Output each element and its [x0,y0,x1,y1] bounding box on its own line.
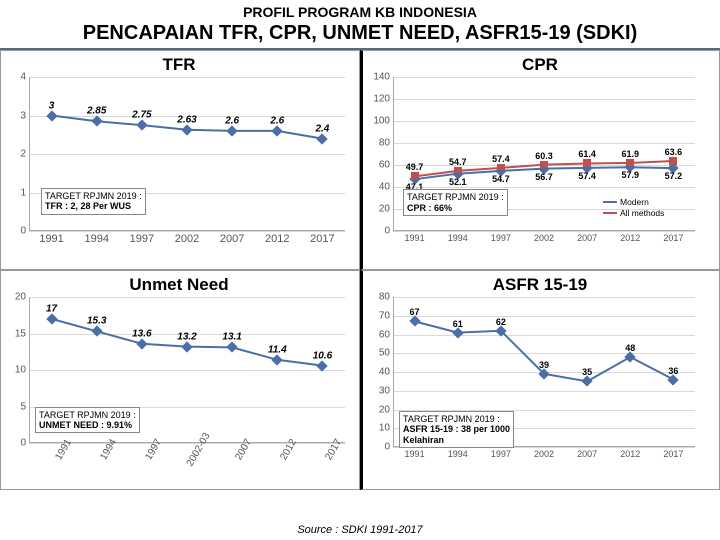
legend: ModernAll methods [603,197,664,218]
y-tick: 10 [7,365,29,376]
y-tick: 70 [371,310,393,321]
x-tick: 2002 [534,231,554,243]
y-tick: 120 [371,94,393,105]
chart-title: TFR [3,55,355,75]
x-tick: 1991 [405,447,425,459]
x-tick: 1991 [405,231,425,243]
x-tick: 1994 [84,231,108,245]
header-line1: PROFIL PROGRAM KB INDONESIA [0,0,720,22]
chart-cpr: CPR0204060801001201401991199419972002200… [360,50,720,270]
x-tick: 2017 [663,231,683,243]
x-tick: 1994 [448,447,468,459]
series-line [415,167,674,179]
y-tick: 50 [371,348,393,359]
y-tick: 80 [371,292,393,303]
y-tick: 4 [7,72,29,83]
chart-title: Unmet Need [3,275,355,295]
x-tick: 2007 [220,231,244,245]
legend-swatch [603,212,617,214]
x-tick: 2002 [175,231,199,245]
x-tick: 1994 [448,231,468,243]
plot-area: 0102030405060708019911994199720022007201… [393,297,695,447]
plot-area: 01234199119941997200220072012201732.852.… [29,77,345,231]
y-tick: 0 [371,442,393,453]
y-tick: 60 [371,329,393,340]
y-tick: 10 [371,423,393,434]
plot-area: 051015201991199419972002-032007201220171… [29,297,345,443]
target-box: TARGET RPJMN 2019 :CPR : 66% [403,189,508,216]
x-tick: 1997 [491,231,511,243]
y-tick: 15 [7,328,29,339]
x-tick: 2007 [577,447,597,459]
x-tick: 2012 [620,231,640,243]
header-line2: PENCAPAIAN TFR, CPR, UNMET NEED, ASFR15-… [0,22,720,50]
x-tick: 2002 [534,447,554,459]
header: PROFIL PROGRAM KB INDONESIA PENCAPAIAN T… [0,0,720,50]
y-tick: 3 [7,110,29,121]
y-tick: 40 [371,367,393,378]
x-tick: 2012 [265,231,289,245]
x-tick: 2017 [310,231,334,245]
plot-area: 0204060801001201401991199419972002200720… [393,77,695,231]
y-tick: 20 [7,292,29,303]
target-box: TARGET RPJMN 2019 :UNMET NEED : 9.91% [35,407,140,434]
x-tick: 2012 [620,447,640,459]
legend-swatch [603,201,617,203]
x-tick: 2017 [663,447,683,459]
y-tick: 1 [7,187,29,198]
chart-title: CPR [365,55,715,75]
y-tick: 5 [7,401,29,412]
chart-asfr: ASFR 15-19010203040506070801991199419972… [360,270,720,490]
legend-label: Modern [620,197,649,208]
y-tick: 60 [371,160,393,171]
target-box: TARGET RPJMN 2019 :ASFR 15-19 : 38 per 1… [399,411,514,448]
legend-label: All methods [620,208,664,219]
y-tick: 0 [7,438,29,449]
chart-title: ASFR 15-19 [365,275,715,295]
footer-source: Source : SDKI 1991-2017 [0,524,720,536]
target-box: TARGET RPJMN 2019 :TFR : 2, 28 Per WUS [41,188,146,215]
x-tick: 1991 [39,231,63,245]
y-tick: 0 [371,226,393,237]
y-tick: 40 [371,182,393,193]
y-tick: 100 [371,116,393,127]
x-tick: 1997 [130,231,154,245]
y-tick: 30 [371,385,393,396]
y-tick: 20 [371,204,393,215]
chart-tfr: TFR01234199119941997200220072012201732.8… [0,50,360,270]
x-tick: 1997 [491,447,511,459]
y-tick: 2 [7,149,29,160]
y-tick: 0 [7,226,29,237]
chart-unmet: Unmet Need051015201991199419972002-03200… [0,270,360,490]
series-line [52,116,323,139]
y-tick: 20 [371,404,393,415]
y-tick: 140 [371,72,393,83]
chart-grid: TFR01234199119941997200220072012201732.8… [0,50,720,490]
legend-item: Modern [603,197,664,208]
series-line [52,319,323,366]
x-tick: 2007 [577,231,597,243]
legend-item: All methods [603,208,664,219]
series-line [415,321,674,381]
y-tick: 80 [371,138,393,149]
